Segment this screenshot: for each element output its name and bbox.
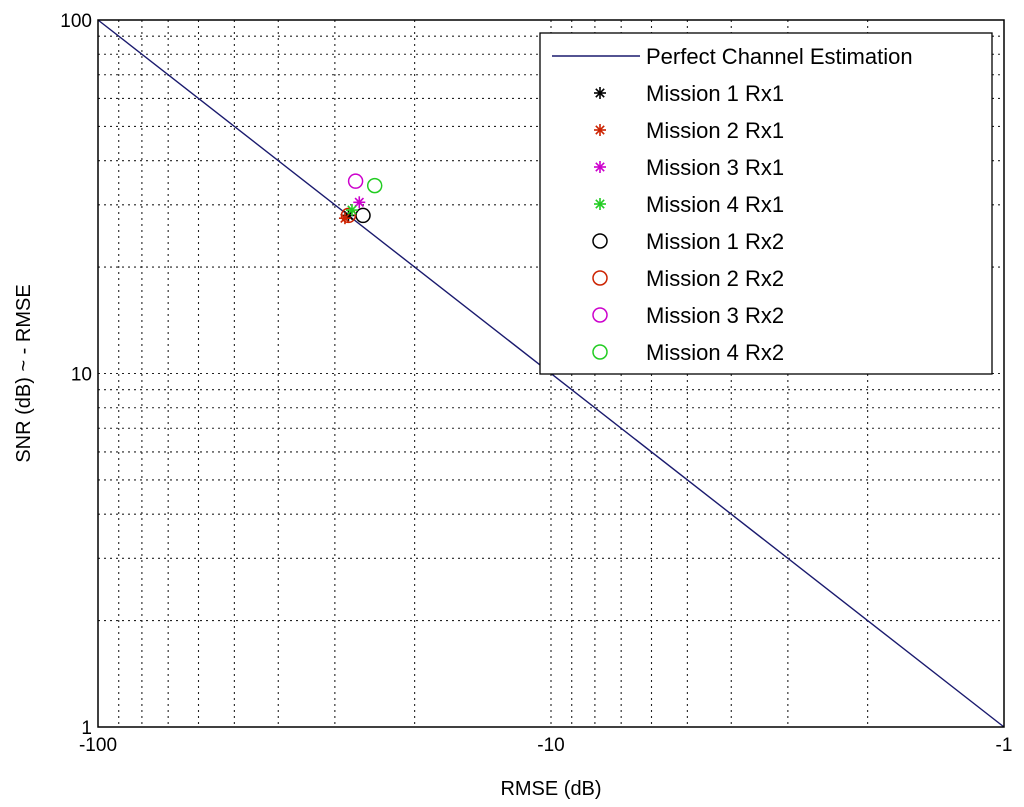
circle-marker <box>592 233 608 249</box>
grid <box>98 20 1004 727</box>
y-tick-label: 10 <box>71 365 92 386</box>
x-axis-label: RMSE (dB) <box>500 778 601 800</box>
circle-marker <box>366 177 383 194</box>
legend-box <box>539 32 993 375</box>
legend-item: Mission 1 Rx1 <box>594 81 784 106</box>
circle-marker <box>592 270 608 286</box>
legend-label: Mission 4 Rx1 <box>646 192 784 217</box>
star-marker <box>594 161 606 173</box>
legend: Perfect Channel Estimation Mission 1 Rx1 M… <box>539 32 993 375</box>
legend-label: Mission 2 Rx1 <box>646 118 784 143</box>
legend-item: Mission 2 Rx1 <box>594 118 784 143</box>
x-tick-label: -100 <box>79 735 117 756</box>
circle-marker <box>347 173 364 189</box>
plot-frame <box>97 19 1005 728</box>
y-tick-label: 100 <box>60 11 92 32</box>
legend-label: Perfect Channel Estimation <box>646 44 913 69</box>
legend-label: Mission 2 Rx2 <box>646 266 784 291</box>
circle-marker <box>592 344 608 360</box>
star-marker <box>594 124 606 136</box>
y-tick-label: 1 <box>81 718 92 739</box>
x-tick-label: -1 <box>996 735 1013 756</box>
star-marker <box>345 204 358 217</box>
circle-marker <box>355 207 371 224</box>
legend-label: Mission 3 Rx1 <box>646 155 784 180</box>
star-marker <box>594 198 606 210</box>
circle-marker <box>592 307 608 323</box>
x-tick-label: -10 <box>537 735 564 756</box>
legend-label: Mission 3 Rx2 <box>646 303 784 328</box>
legend-item: Perfect Channel Estimation <box>552 44 913 69</box>
legend-item: Mission 1 Rx2 <box>592 229 784 254</box>
legend-item: Mission 4 Rx2 <box>592 340 784 365</box>
legend-item: Mission 3 Rx2 <box>592 303 784 328</box>
y-axis-label: SNR (dB) ~ - RMSE <box>13 284 35 462</box>
star-marker <box>594 87 606 99</box>
legend-label: Mission 4 Rx2 <box>646 340 784 365</box>
legend-item: Mission 2 Rx2 <box>592 266 784 291</box>
star-marker <box>353 196 366 209</box>
legend-label: Mission 1 Rx1 <box>646 81 784 106</box>
legend-item: Mission 4 Rx1 <box>594 192 784 217</box>
tick-labels: -100 -10 -1 100 10 1 <box>60 11 1012 756</box>
legend-item: Mission 3 Rx1 <box>594 155 784 180</box>
star-marker <box>338 212 351 225</box>
legend-label: Mission 1 Rx2 <box>646 229 784 254</box>
